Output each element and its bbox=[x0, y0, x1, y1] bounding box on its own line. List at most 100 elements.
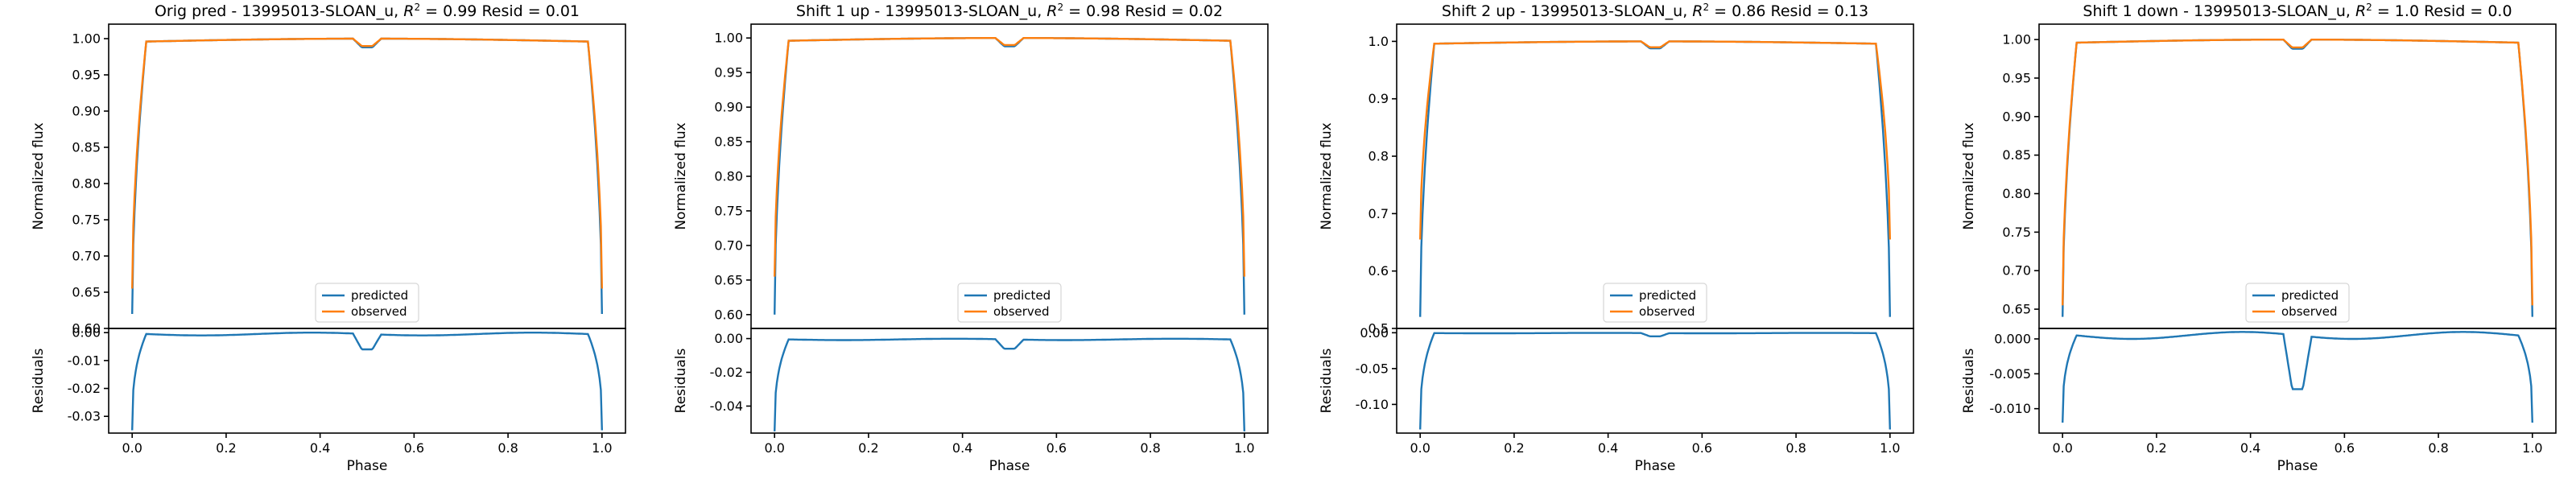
legend-label-predicted: predicted bbox=[1639, 288, 1696, 303]
y-tick-label: 0.90 bbox=[2002, 109, 2031, 124]
x-axis-label: Phase bbox=[1635, 458, 1676, 474]
y-tick-label: 0.60 bbox=[72, 321, 101, 336]
x-tick-label: 0.6 bbox=[1046, 440, 1067, 456]
y-tick-label: 0.80 bbox=[714, 169, 743, 184]
top-axes-frame bbox=[2038, 23, 2557, 329]
y-tick-label: 0.70 bbox=[72, 249, 101, 264]
title-suffix: Resid = 0.02 bbox=[1120, 2, 1223, 20]
y-tick-label: 0.65 bbox=[2002, 302, 2031, 317]
residual-y-tick-label: -0.02 bbox=[68, 381, 101, 396]
top-axes-frame bbox=[1396, 23, 1914, 329]
chart-panel-2: Shift 1 up - 13995013-SLOAN_u, R2 = 0.98… bbox=[673, 2, 1269, 474]
x-tick-label: 0.2 bbox=[1504, 440, 1524, 456]
residual-axis-label: Residuals bbox=[31, 349, 47, 414]
title-suffix: Resid = 0.13 bbox=[1765, 2, 1868, 20]
y-tick-label: 0.65 bbox=[72, 285, 101, 300]
residual-line bbox=[1419, 332, 1891, 430]
y-tick-label: 0.5 bbox=[1368, 321, 1389, 336]
predicted-line bbox=[1419, 40, 1891, 317]
y-tick-label: 0.75 bbox=[714, 203, 743, 218]
y-tick-label: 0.7 bbox=[1368, 206, 1389, 221]
residual-y-tick-label: -0.10 bbox=[1356, 397, 1389, 412]
y-tick-label: 1.00 bbox=[72, 31, 101, 47]
x-tick-label: 0.8 bbox=[1140, 440, 1160, 456]
legend-label-observed: observed bbox=[1639, 304, 1695, 319]
x-tick-label: 0.0 bbox=[764, 440, 784, 456]
legend-label-predicted: predicted bbox=[351, 288, 408, 303]
residual-y-tick-label: -0.02 bbox=[710, 365, 743, 380]
chart-title: Shift 2 up - 13995013-SLOAN_u, R2 = 0.86… bbox=[1442, 2, 1868, 20]
x-tick-label: 0.2 bbox=[2146, 440, 2166, 456]
observed-line bbox=[1419, 40, 1891, 240]
residual-y-tick-label: -0.05 bbox=[1356, 361, 1389, 376]
x-tick-label: 0.0 bbox=[122, 440, 142, 456]
r2-exponent: 2 bbox=[1703, 2, 1710, 13]
top-axes-frame bbox=[108, 23, 626, 329]
y-tick-label: 0.95 bbox=[2002, 70, 2031, 85]
y-tick-label: 0.85 bbox=[72, 140, 101, 155]
y-tick-label: 0.6 bbox=[1368, 263, 1389, 279]
x-tick-label: 1.0 bbox=[1880, 440, 1900, 456]
x-tick-label: 0.6 bbox=[404, 440, 424, 456]
y-axis-label: Normalized flux bbox=[673, 122, 689, 229]
residual-y-tick-label: -0.005 bbox=[1989, 366, 2031, 382]
title-suffix: Resid = 0.0 bbox=[2419, 2, 2512, 20]
legend-label-observed: observed bbox=[993, 304, 1050, 319]
bottom-axes-frame bbox=[1396, 328, 1914, 434]
y-tick-label: 0.75 bbox=[2002, 225, 2031, 240]
chart-title: Shift 1 up - 13995013-SLOAN_u, R2 = 0.98… bbox=[796, 2, 1223, 20]
residual-y-tick-label: -0.04 bbox=[710, 398, 743, 414]
x-tick-label: 0.2 bbox=[858, 440, 878, 456]
y-axis-label: Normalized flux bbox=[1319, 122, 1335, 229]
y-tick-label: 0.80 bbox=[72, 176, 101, 192]
r2-symbol: R bbox=[2355, 2, 2366, 20]
x-axis-label: Phase bbox=[989, 458, 1030, 474]
y-tick-label: 0.80 bbox=[2002, 186, 2031, 201]
r2-symbol: R bbox=[1046, 2, 1057, 20]
x-tick-label: 0.4 bbox=[2240, 440, 2260, 456]
x-tick-label: 0.6 bbox=[1692, 440, 1712, 456]
residual-y-tick-label: 0.000 bbox=[1994, 332, 2031, 347]
y-tick-label: 1.00 bbox=[2002, 32, 2031, 47]
y-tick-label: 0.90 bbox=[714, 100, 743, 115]
y-axis-label: Normalized flux bbox=[1961, 122, 1977, 229]
r2-value: = 0.98 bbox=[1063, 2, 1120, 20]
bottom-axes-frame bbox=[750, 328, 1269, 434]
residual-y-tick-label: 0.00 bbox=[72, 325, 101, 341]
residual-y-tick-label: 0.00 bbox=[1360, 325, 1389, 341]
r2-symbol: R bbox=[1692, 2, 1703, 20]
residual-y-tick-label: -0.01 bbox=[68, 353, 101, 368]
y-tick-label: 0.8 bbox=[1368, 149, 1389, 164]
x-tick-label: 1.0 bbox=[1234, 440, 1254, 456]
y-tick-label: 0.70 bbox=[714, 237, 743, 253]
x-tick-label: 1.0 bbox=[592, 440, 612, 456]
y-tick-label: 1.00 bbox=[714, 31, 743, 46]
x-tick-label: 1.0 bbox=[2522, 440, 2542, 456]
r2-symbol: R bbox=[403, 2, 414, 20]
x-axis-label: Phase bbox=[2277, 458, 2318, 474]
residual-axis-label: Residuals bbox=[1319, 349, 1335, 414]
bottom-axes-frame bbox=[108, 328, 626, 434]
x-tick-label: 0.6 bbox=[2334, 440, 2355, 456]
x-tick-label: 0.2 bbox=[216, 440, 236, 456]
x-tick-label: 0.0 bbox=[2052, 440, 2072, 456]
y-tick-label: 0.70 bbox=[2002, 263, 2031, 279]
y-tick-label: 0.85 bbox=[714, 134, 743, 150]
r2-value: = 1.0 bbox=[2372, 2, 2419, 20]
legend-label-observed: observed bbox=[2281, 304, 2338, 319]
residual-y-tick-label: 0.00 bbox=[714, 331, 743, 346]
y-tick-label: 0.85 bbox=[2002, 147, 2031, 163]
y-tick-label: 0.60 bbox=[714, 307, 743, 322]
r2-exponent: 2 bbox=[1058, 2, 1064, 13]
legend-label-predicted: predicted bbox=[2281, 288, 2339, 303]
title-suffix: Resid = 0.01 bbox=[477, 2, 580, 20]
x-tick-label: 0.4 bbox=[1598, 440, 1618, 456]
y-tick-label: 0.9 bbox=[1368, 91, 1389, 106]
predicted-line bbox=[774, 37, 1245, 315]
y-tick-label: 0.95 bbox=[72, 68, 101, 83]
chart-panel-3: Shift 2 up - 13995013-SLOAN_u, R2 = 0.86… bbox=[1319, 2, 1914, 474]
legend-label-predicted: predicted bbox=[993, 288, 1051, 303]
